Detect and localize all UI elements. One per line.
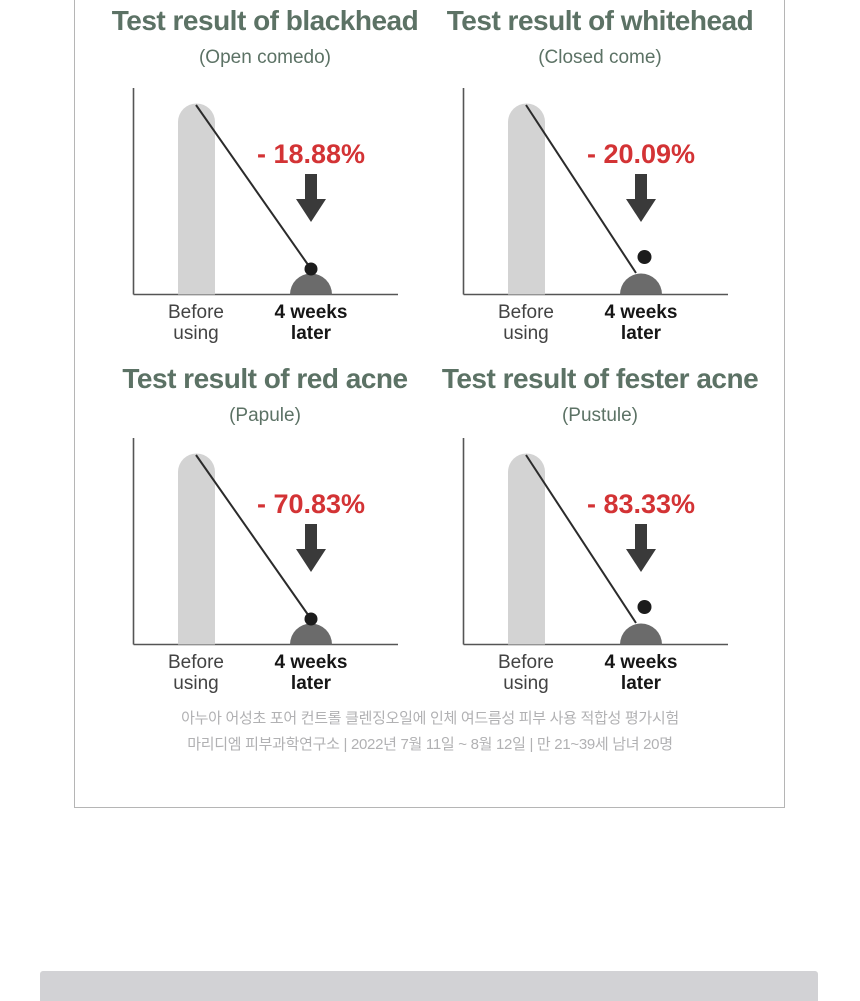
before-bar — [508, 453, 545, 645]
next-section-bar — [40, 971, 818, 1001]
x-label-4-weeks-later: 4 weeks later — [274, 652, 348, 694]
trend-floating — [525, 104, 652, 274]
before-bar — [178, 453, 215, 645]
after-dome — [620, 273, 662, 295]
test-institute-note: 마리디엠 피부과학연구소 | 2022년 7월 11일 ~ 8월 12일 | 만… — [187, 736, 673, 753]
chart-title-whitehead: Test result of whitehead — [446, 5, 754, 36]
down-arrow-icon — [296, 174, 326, 222]
trend-floating — [525, 454, 652, 624]
chart-subtitle-fester-acne: (Pustule) — [561, 405, 639, 426]
trend-line — [195, 454, 312, 620]
data-dot — [637, 250, 652, 264]
chart-plot-blackhead: - 18.88% — [132, 88, 398, 296]
before-bar — [508, 103, 545, 295]
x-label-before-using: Before using — [168, 302, 224, 344]
chart-title-red-acne: Test result of red acne — [122, 363, 408, 394]
x-label-4-weeks-later: 4 weeks later — [274, 302, 348, 344]
decrease-value: - 18.88% — [257, 139, 365, 169]
trend-line — [525, 104, 637, 274]
trend-line — [195, 104, 312, 270]
chart-subtitle-red-acne: (Papule) — [229, 405, 301, 426]
trend-touching — [195, 454, 318, 626]
decrease-value: - 20.09% — [587, 139, 695, 169]
data-dot — [304, 262, 318, 276]
after-dome — [620, 623, 662, 645]
trend-line — [525, 454, 637, 624]
x-label-before-using: Before using — [498, 652, 554, 694]
decrease-value: - 83.33% — [587, 489, 695, 519]
x-label-4-weeks-later: 4 weeks later — [604, 302, 678, 344]
x-label-before-using: Before using — [168, 652, 224, 694]
data-dot — [304, 612, 318, 626]
before-bar — [178, 103, 215, 295]
data-dot — [637, 600, 652, 614]
trend-touching — [195, 104, 318, 276]
chart-plot-red-acne: - 70.83% — [132, 438, 398, 646]
chart-title-fester-acne: Test result of fester acne — [441, 363, 759, 394]
chart-subtitle-blackhead: (Open comedo) — [198, 47, 331, 68]
after-dome — [290, 273, 332, 295]
down-arrow-icon — [296, 524, 326, 572]
chart-subtitle-whitehead: (Closed come) — [538, 47, 662, 68]
down-arrow-icon — [626, 174, 656, 222]
down-arrow-icon — [626, 524, 656, 572]
test-description-note: 아누아 어성초 포어 컨트롤 클렌징오일에 인체 여드름성 피부 사용 적합성 … — [181, 710, 679, 727]
chart-plot-fester-acne: - 83.33% — [462, 438, 728, 646]
x-label-before-using: Before using — [498, 302, 554, 344]
chart-title-blackhead: Test result of blackhead — [111, 5, 419, 36]
after-dome — [290, 623, 332, 645]
x-label-4-weeks-later: 4 weeks later — [604, 652, 678, 694]
chart-plot-whitehead: - 20.09% — [462, 88, 728, 296]
decrease-value: - 70.83% — [257, 489, 365, 519]
